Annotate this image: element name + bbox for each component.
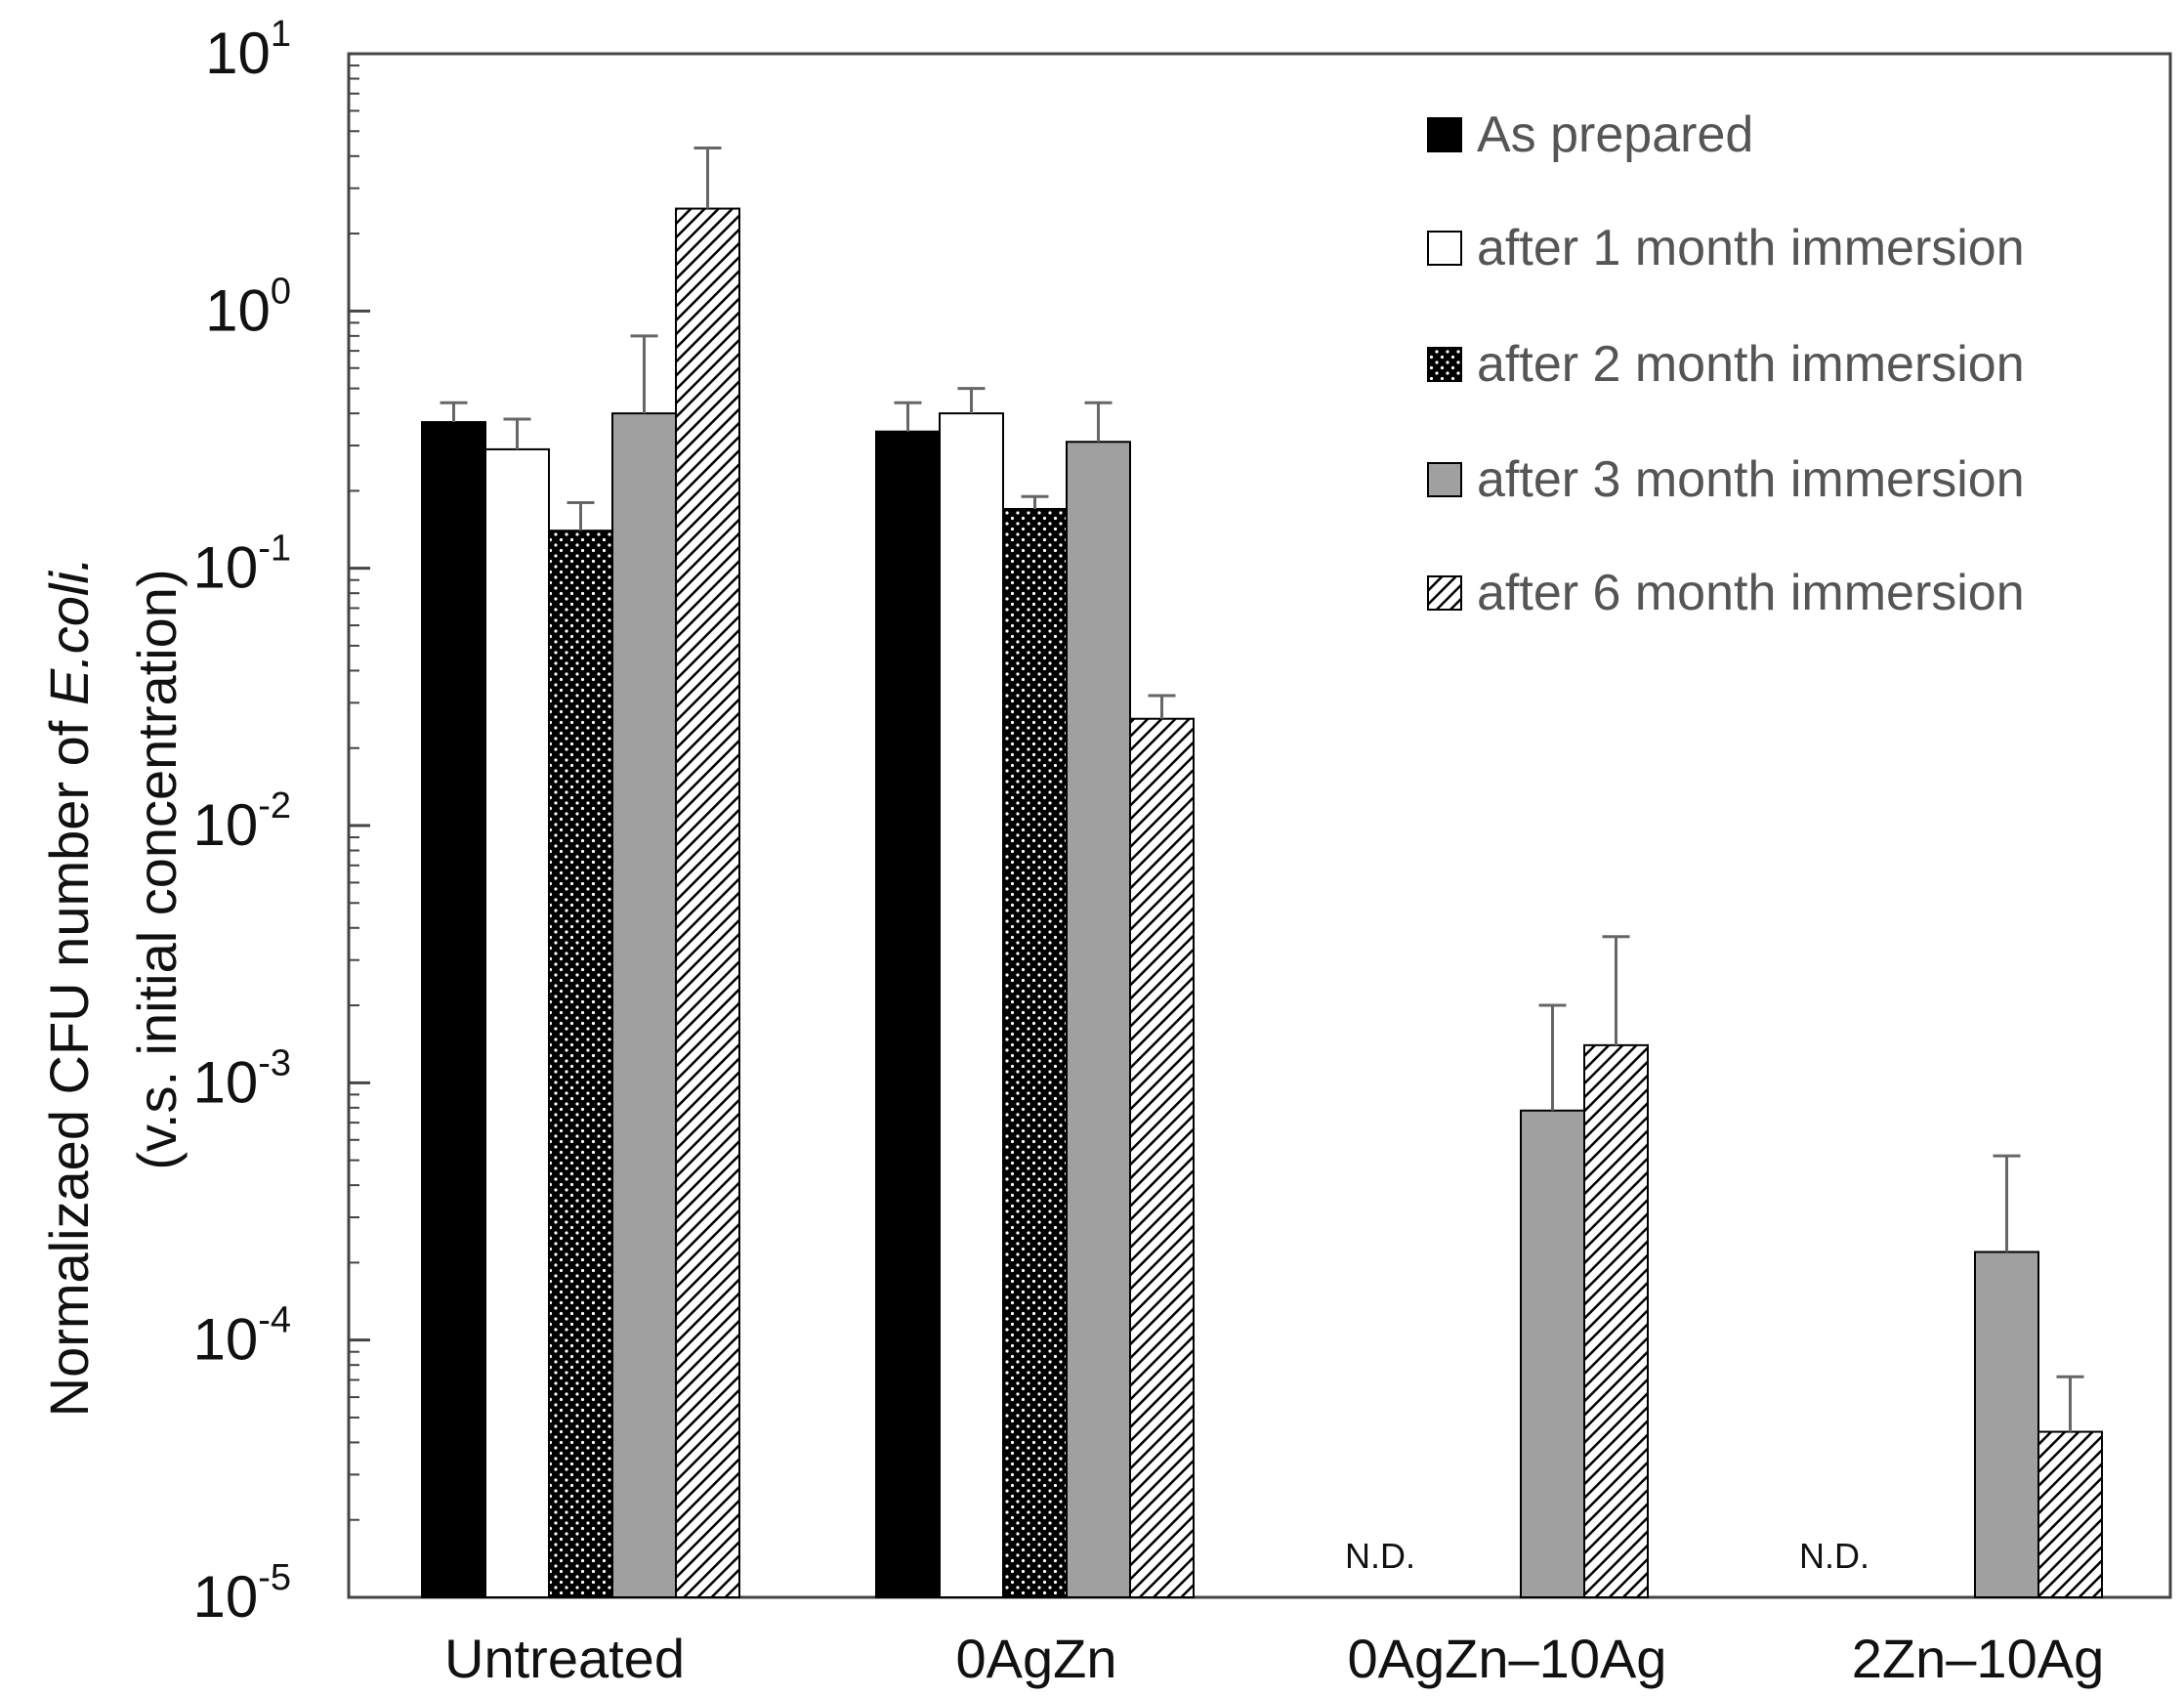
bar-1-4 [611,412,677,1599]
bar-2-1 [875,430,941,1598]
y-tick-label: 101 [205,14,291,86]
bar-2-2 [939,412,1004,1599]
legend-swatch-4 [1427,462,1462,497]
legend-label-5: after 6 month immersion [1477,565,2025,621]
x-category-label: 0AgZn [956,1628,1117,1689]
bar-1-5 [675,207,740,1598]
bar-2-4 [1066,441,1131,1598]
y-tick-label: 10-3 [192,1042,291,1115]
y-tick-label: 10-2 [192,785,291,858]
legend-label-3: after 2 month immersion [1477,336,2025,393]
x-category-label: 2Zn–10Ag [1852,1628,2104,1689]
x-axis: Untreated 0AgZn 0AgZn–10Ag 2Zn–10Ag [444,1628,2104,1689]
y-tick-label: 10-5 [192,1557,291,1630]
legend: As prepared after 1 month immersion after … [1427,106,2025,621]
bar-3-4 [1520,1109,1585,1598]
y-axis: 10-5 10-4 10-3 10-2 10-1 100 101 [192,14,370,1630]
bar-4-5 [2037,1430,2103,1599]
nd-annotation-2: N.D. [1799,1536,1869,1576]
legend-swatch-2 [1427,231,1462,266]
bar-3-5 [1583,1043,1649,1598]
y-axis-label-line1: Normalizaed CFU number of E.coli. [38,557,100,1418]
nd-annotation-1: N.D. [1345,1536,1415,1576]
y-tick-label: 10-4 [192,1300,291,1373]
bar-group: N.D. N.D. [421,147,2103,1599]
legend-label-4: after 3 month immersion [1477,451,2025,508]
bar-2-5 [1129,717,1195,1598]
legend-label-1: As prepared [1477,106,1753,163]
bar-1-3 [548,530,613,1598]
x-category-label: Untreated [444,1628,685,1689]
legend-swatch-1 [1427,117,1462,152]
y-tick-label: 10-1 [192,529,291,601]
bar-4-4 [1974,1251,2039,1598]
y-axis-label-line2: (v.s. initial concentration) [126,569,188,1169]
x-category-label: 0AgZn–10Ag [1348,1628,1667,1689]
bar-2-3 [1002,507,1068,1598]
bar-1-2 [484,447,550,1598]
legend-label-2: after 1 month immersion [1477,220,2025,276]
legend-swatch-5 [1427,575,1462,611]
legend-swatch-3 [1427,347,1462,382]
bar-1-1 [421,421,486,1599]
y-tick-label: 100 [205,271,291,343]
